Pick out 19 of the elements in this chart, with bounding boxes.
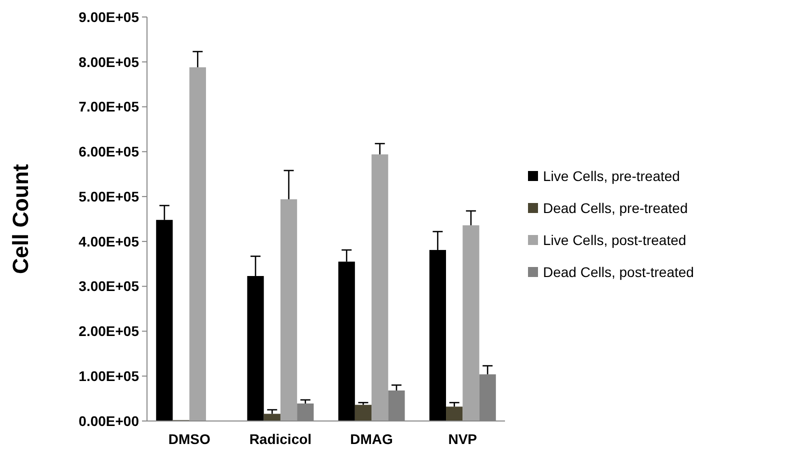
legend-label: Dead Cells, pre-treated xyxy=(543,200,688,216)
y-tick-label: 0.00E+00 xyxy=(78,412,140,429)
y-tick-label: 9.00E+05 xyxy=(78,8,140,25)
x-tick-label: Radicicol xyxy=(249,431,312,447)
x-tick-label: DMSO xyxy=(168,431,210,447)
y-tick-label: 6.00E+05 xyxy=(78,144,140,160)
y-tick-label: 5.00E+05 xyxy=(78,188,140,204)
legend-label: Live Cells, pre-treated xyxy=(543,168,680,184)
y-tick-label: 7.00E+05 xyxy=(78,98,140,115)
y-tick-label: 8.00E+05 xyxy=(78,54,140,70)
y-axis-title: Cell Count xyxy=(8,163,33,274)
y-tick-label: 1.00E+05 xyxy=(78,368,140,384)
legend-label: Dead Cells, post-treated xyxy=(543,264,694,280)
x-tick-label: DMAG xyxy=(350,431,394,447)
y-tick-label: 4.00E+05 xyxy=(78,233,140,250)
y-tick-label: 2.00E+05 xyxy=(78,323,140,340)
x-tick-label: NVP xyxy=(448,431,478,447)
y-tick-label: 3.00E+05 xyxy=(78,278,140,294)
legend-label: Live Cells, post-treated xyxy=(543,232,686,248)
